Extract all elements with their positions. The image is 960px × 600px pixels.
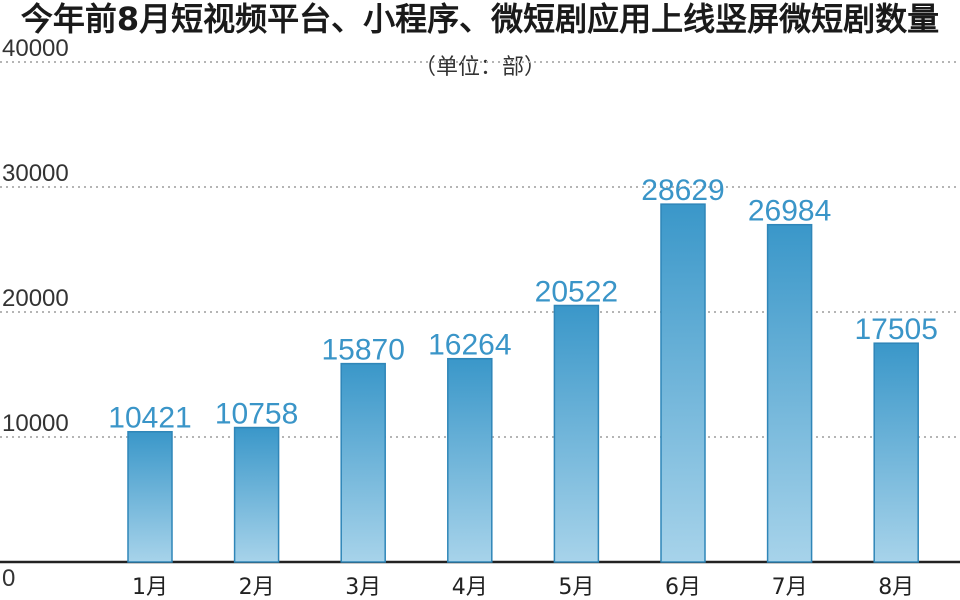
bars <box>127 203 919 563</box>
x-category-label: 2月 <box>239 575 275 600</box>
unit-label: （单位：部） <box>414 55 546 80</box>
y-axis-ticks: 0 10000 20000 30000 40000 <box>2 35 69 592</box>
chart-title: 今年前8月短视频平台、小程序、微短剧应用上线竖屏微短剧数量 <box>21 0 939 38</box>
x-category-label: 5月 <box>558 575 594 600</box>
bar-value-label: 15870 <box>321 334 404 367</box>
value-labels: 10421 10758 15870 16264 20522 28629 26984 17505 <box>108 174 938 435</box>
x-category-label: 8月 <box>878 575 914 600</box>
bar <box>660 203 706 563</box>
bar <box>127 430 173 563</box>
bar-value-label: 17505 <box>854 313 937 346</box>
bar <box>340 362 386 563</box>
bar <box>553 304 600 563</box>
bar <box>766 223 813 563</box>
x-axis-categories: 1月 2月 3月 4月 5月 6月 7月 8月 <box>132 575 914 600</box>
x-category-label: 4月 <box>452 575 488 600</box>
bar-value-label: 26984 <box>748 195 831 228</box>
x-category-label: 6月 <box>665 575 701 600</box>
bar <box>233 426 280 563</box>
bar-value-label: 16264 <box>428 329 511 362</box>
bar <box>447 357 493 563</box>
bar-value-label: 10758 <box>215 398 298 431</box>
bar-value-label: 28629 <box>641 174 724 207</box>
y-tick-label: 20000 <box>2 285 69 312</box>
bar-value-label: 20522 <box>535 275 618 308</box>
x-category-label: 3月 <box>345 575 381 600</box>
x-category-label: 7月 <box>772 575 808 600</box>
bar <box>873 342 919 563</box>
y-tick-label: 0 <box>2 565 15 592</box>
bar-value-label: 10421 <box>108 402 191 435</box>
x-category-label: 1月 <box>132 575 168 600</box>
y-tick-label: 10000 <box>2 410 69 437</box>
y-tick-label: 30000 <box>2 160 69 187</box>
y-tick-label: 40000 <box>2 35 69 62</box>
